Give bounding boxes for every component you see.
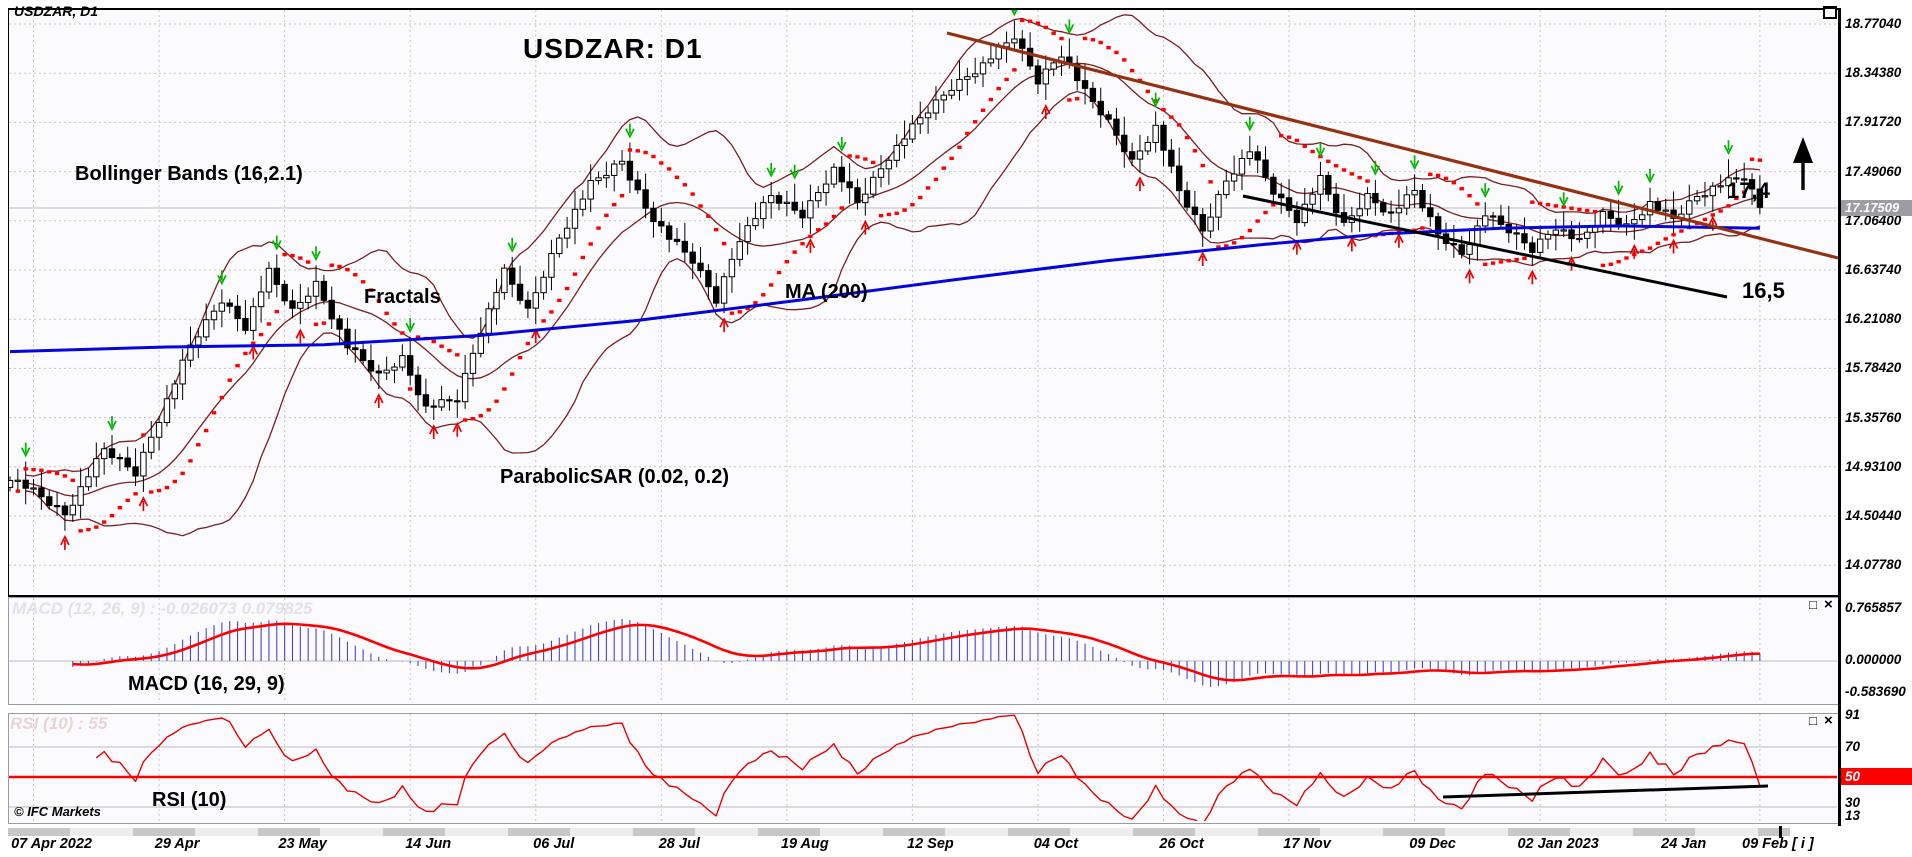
price-tick: 17.49060 (1845, 163, 1902, 179)
rsi-support-line[interactable] (1442, 784, 1769, 799)
price-tick: 14.93100 (1845, 458, 1902, 474)
rsi-panel-close-icon[interactable]: × (1824, 712, 1833, 729)
psar-label: ParabolicSAR (0.02, 0.2) (500, 466, 729, 488)
rsi-panel (8, 713, 1839, 824)
macd-indicator-watermark: MACD (12, 26, 9) : -0.026073 0.079825 (12, 599, 313, 618)
date-tick: 09 Feb [ i ] (1742, 836, 1814, 852)
date-tick: 24 Jan (1661, 836, 1707, 852)
price-tick: 17.06400 (1845, 212, 1902, 228)
scrollbar-end-marker (1779, 826, 1782, 838)
date-tick: 09 Dec (1409, 836, 1456, 852)
date-tick: 29 Apr (154, 836, 200, 852)
main-chart-panel (8, 8, 1839, 598)
macd-panel-close-icon[interactable]: × (1824, 596, 1833, 613)
macd-panel (8, 597, 1839, 705)
date-tick: 19 Aug (780, 836, 829, 852)
rsi-levels (9, 746, 1837, 808)
downtrend-line-black[interactable] (1242, 194, 1728, 299)
price-tick: 16.21080 (1845, 311, 1902, 327)
date-tick: 17 Nov (1283, 836, 1331, 852)
rsi-indicator-watermark: RSI (10) : 55 (10, 714, 108, 733)
bollinger-label: Bollinger Bands (16,2.1) (75, 163, 303, 185)
rsi-panel-restore-icon[interactable]: □ (1809, 713, 1817, 728)
rsi-level-13: 13 (1845, 808, 1861, 823)
price-tick: 18.34380 (1845, 65, 1902, 81)
macd-axis-min: -0.583690 (1845, 684, 1906, 699)
date-tick: 07 Apr 2022 (11, 836, 92, 852)
rsi-level-70: 70 (1845, 739, 1861, 754)
symbol-period-label: USDZAR, D1 (14, 3, 99, 19)
ma-label: MA (200) (785, 281, 868, 303)
price-tick: 18.77040 (1845, 16, 1902, 31)
chart-title: USDZAR: D1 (523, 33, 703, 64)
price-tick: 14.07780 (1845, 557, 1902, 573)
macd-annotation-label: MACD (16, 29, 9) (128, 673, 285, 695)
date-tick: 04 Oct (1033, 836, 1079, 852)
price-target-upper-label: 17,4 (1727, 178, 1770, 203)
ma200-line (9, 224, 1760, 354)
macd-panel-restore-icon[interactable]: □ (1809, 597, 1817, 612)
price-axis-border (1838, 8, 1841, 826)
copyright-label: © IFC Markets (14, 804, 101, 819)
main-panel-restore-icon[interactable] (1823, 6, 1837, 19)
date-tick: 28 Jul (658, 836, 700, 852)
grid-lines (9, 10, 1837, 821)
downtrend-line-brown[interactable] (946, 31, 1839, 260)
rsi-annotation-label: RSI (10) (152, 789, 227, 811)
trend-objects (946, 31, 1839, 299)
up-arrow-object[interactable] (1793, 137, 1813, 163)
rsi-level-91: 91 (1845, 707, 1861, 722)
date-tick: 26 Oct (1159, 836, 1204, 852)
macd-layer (72, 619, 1761, 687)
date-tick: 02 Jan 2023 (1517, 836, 1599, 852)
candles-layer (9, 20, 1764, 531)
date-tick: 14 Jun (405, 836, 452, 852)
rsi-layer (95, 714, 1761, 821)
price-tick: 16.63740 (1845, 262, 1902, 277)
price-tick: 15.78420 (1845, 360, 1902, 376)
current-price-box: 17.17509 (1841, 199, 1912, 216)
date-tick: 23 May (278, 836, 327, 852)
date-tick: 06 Jul (533, 836, 575, 852)
price-tick: 17.91720 (1845, 114, 1902, 130)
fractals-layer (20, 10, 1734, 550)
price-target-lower-label: 16,5 (1742, 278, 1785, 303)
horizontal-scrollbar[interactable] (8, 828, 1790, 836)
fractals-label: Fractals (364, 286, 441, 308)
price-tick: 14.50440 (1845, 508, 1902, 523)
bollinger-bands (25, 14, 1761, 537)
rsi-level-50: 50 (1841, 768, 1912, 785)
macd-axis-max: 0.765857 (1845, 600, 1902, 615)
price-tick: 15.35760 (1845, 409, 1902, 425)
rsi-level-30: 30 (1845, 795, 1861, 810)
macd-axis-zero: 0.000000 (1845, 652, 1902, 667)
rsi-objects (1442, 784, 1769, 799)
date-tick: 12 Sep (907, 836, 954, 852)
